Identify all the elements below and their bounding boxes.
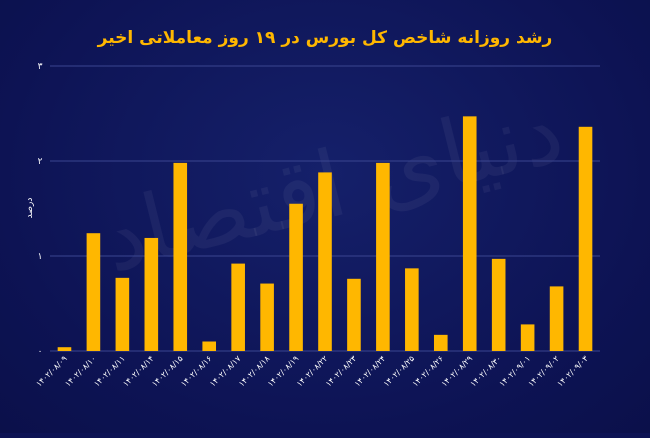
y-tick-label: ۰ [38, 347, 43, 357]
bar [520, 324, 535, 351]
bar [260, 283, 274, 351]
bar [57, 347, 72, 351]
bar [144, 237, 159, 351]
y-tick-label: ۲ [38, 157, 43, 167]
x-tick-labels: ۱۴۰۲/۰۸/۰۹۱۴۰۲/۰۸/۱۰۱۴۰۲/۰۸/۱۱۱۴۰۲/۰۸/۱۴… [34, 354, 590, 389]
bars [57, 116, 593, 351]
bar [231, 263, 245, 351]
bar [318, 172, 332, 351]
bar [86, 233, 101, 351]
bar [173, 162, 188, 351]
y-tick-label: ۳ [38, 62, 43, 72]
bar [549, 286, 564, 351]
x-tick-label: ۱۴۰۲/۰۹/۰۳ [555, 354, 590, 389]
bar [433, 334, 448, 351]
bar [578, 126, 593, 351]
y-axis-label: درصد [25, 198, 35, 219]
bar [376, 162, 390, 351]
y-tick-label: ۱ [38, 252, 43, 262]
bar [347, 278, 361, 351]
bar [491, 258, 506, 351]
bar [202, 341, 217, 351]
bar [289, 203, 303, 351]
y-tick-labels: ۰ ۱ ۲ ۳ [38, 62, 43, 357]
chart-title: رشد روزانه شاخص کل بورس در ۱۹ روز معاملا… [97, 28, 553, 48]
bar [405, 268, 419, 351]
bar [462, 116, 477, 351]
bar [115, 277, 130, 351]
